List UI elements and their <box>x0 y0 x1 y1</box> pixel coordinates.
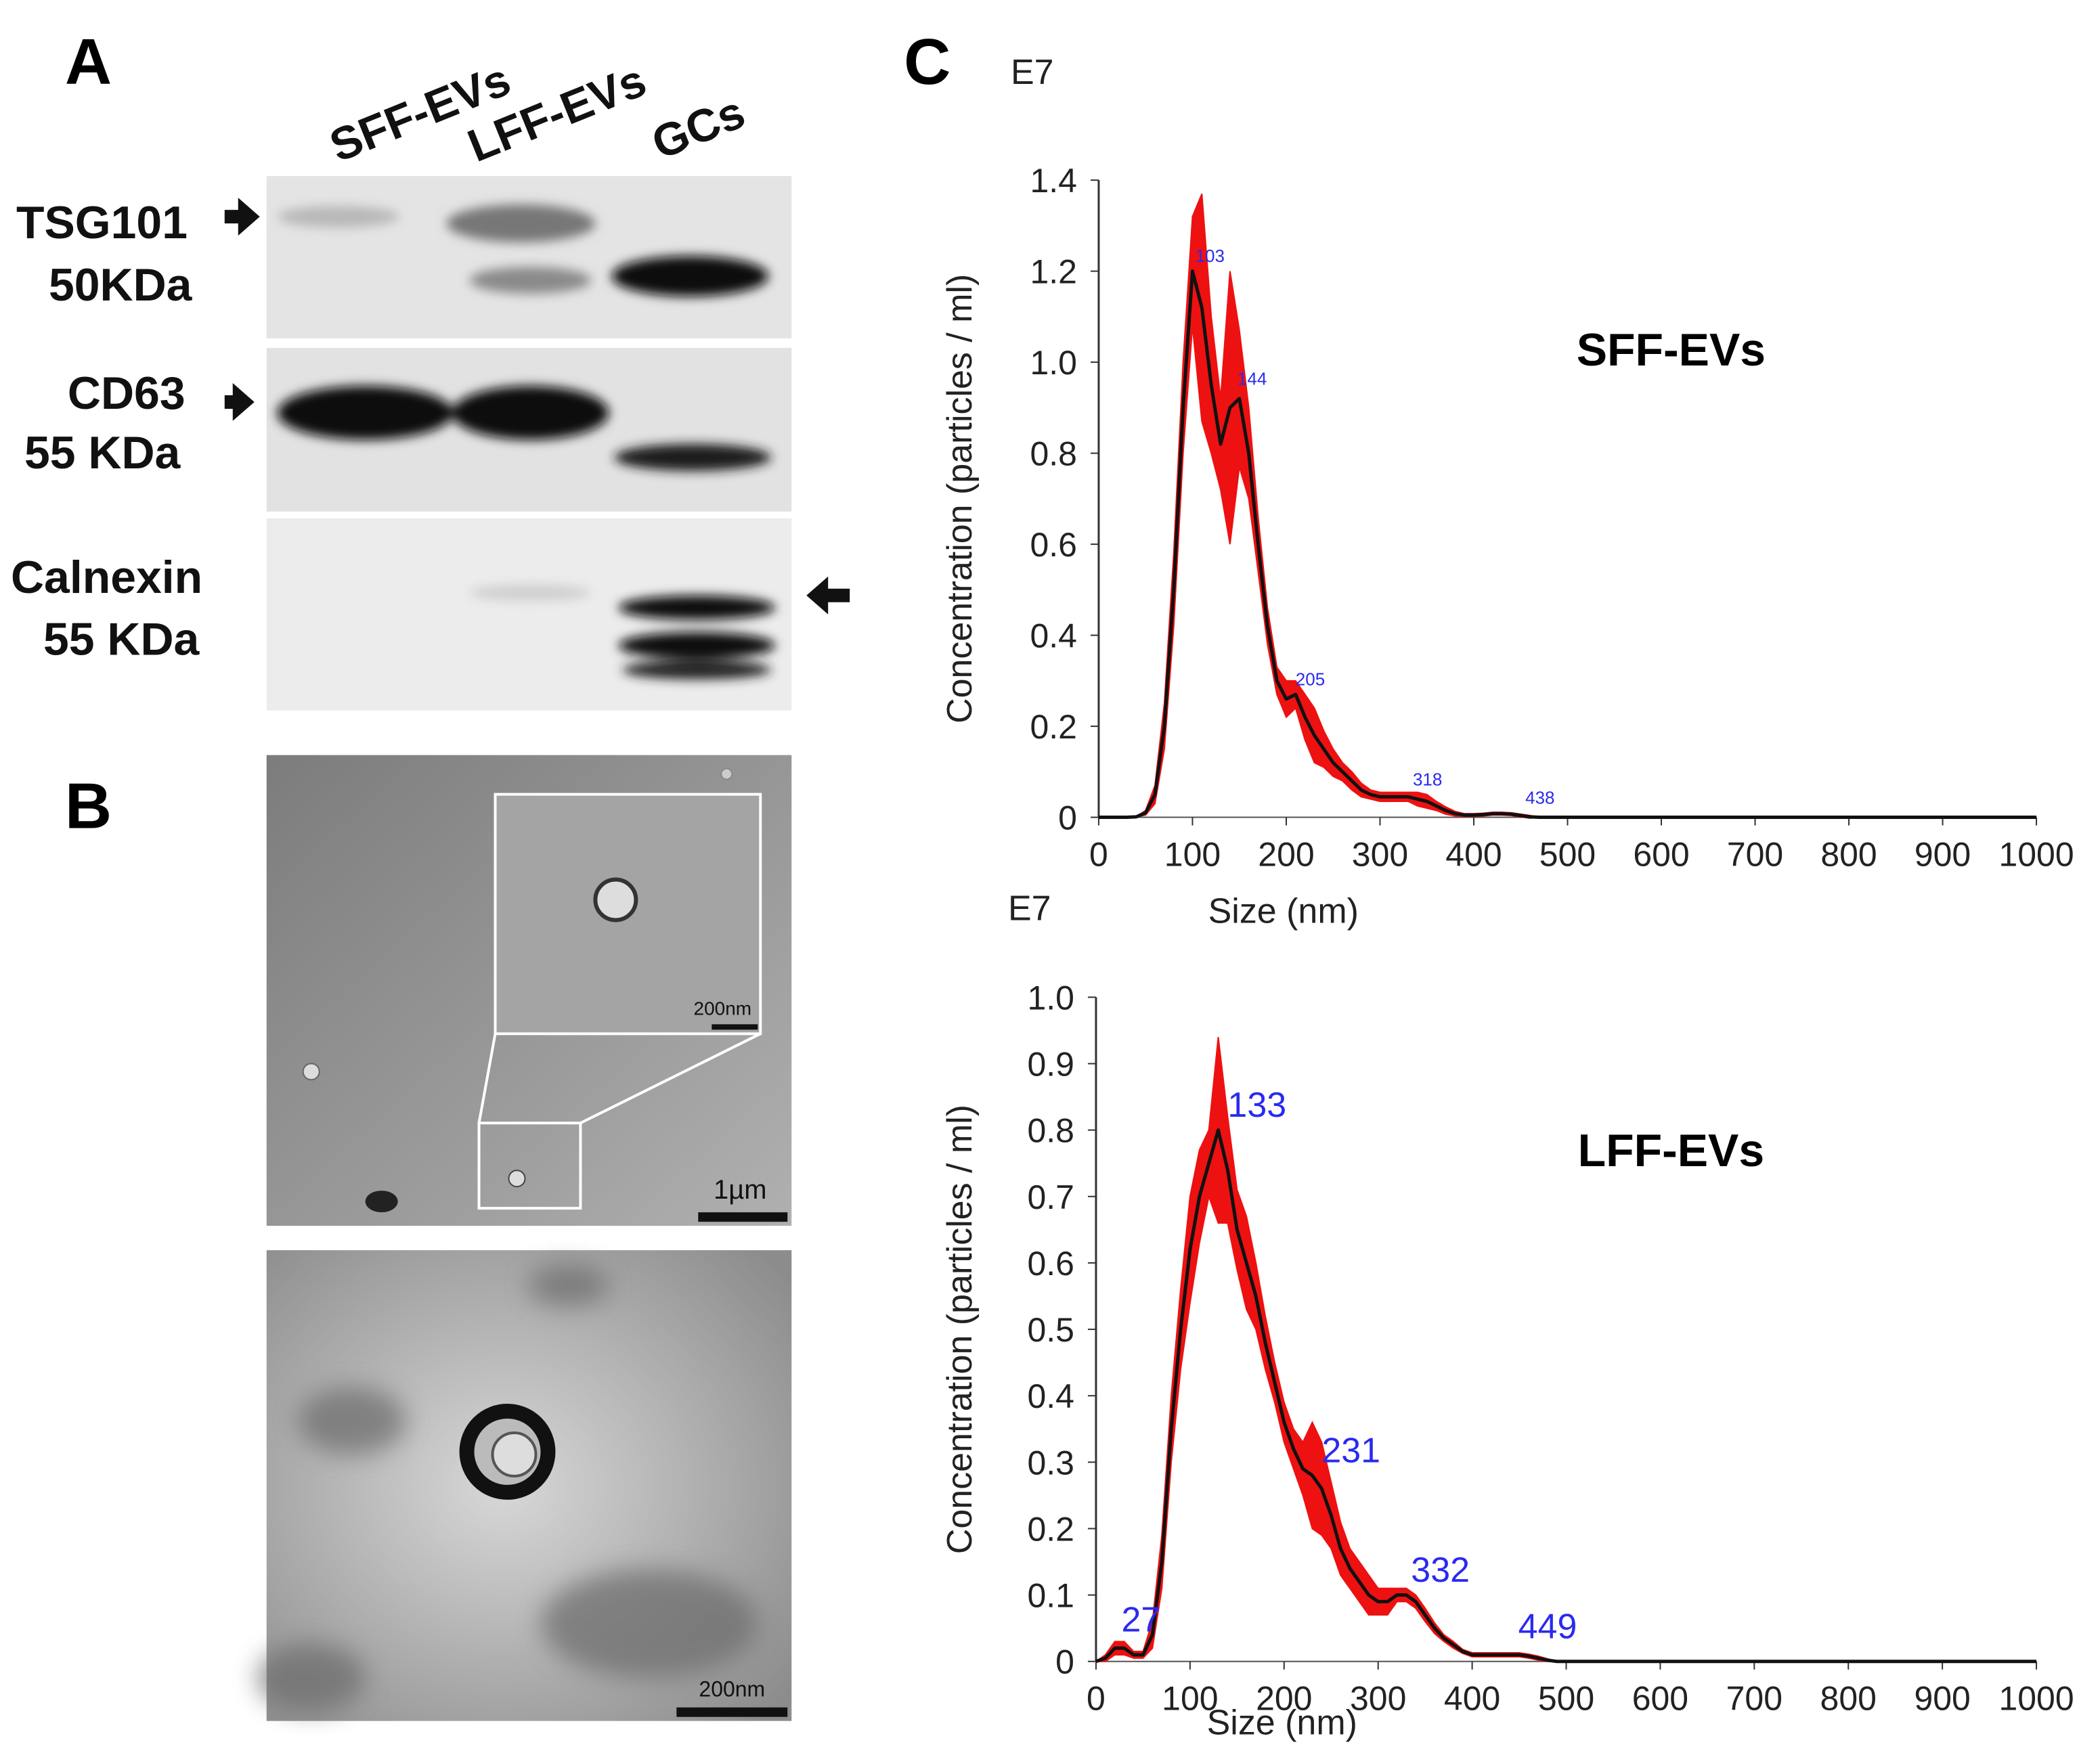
panel-label: C <box>904 26 950 98</box>
x-tick-label: 300 <box>1352 836 1408 874</box>
x-axis-label: Size (nm) <box>1207 1704 1357 1743</box>
x-tick-label: 700 <box>1727 836 1783 874</box>
marker-name: Calnexin <box>11 552 202 603</box>
peak-label: 318 <box>1413 769 1442 789</box>
x-tick-label: 800 <box>1820 1680 1877 1718</box>
error-band <box>1098 193 2037 819</box>
peak-label: 103 <box>1196 246 1225 266</box>
x-tick-label: 600 <box>1632 1680 1688 1718</box>
y-tick-label: 0.7 <box>1028 1178 1074 1216</box>
peak-label: 231 <box>1321 1431 1380 1470</box>
x-axis-label: Size (nm) <box>1208 891 1359 931</box>
y-tick-label: 0.6 <box>1030 526 1077 564</box>
unit-label: E7 <box>1008 889 1051 928</box>
x-tick-label: 600 <box>1633 836 1689 874</box>
scale-bar-label: 200nm <box>694 998 752 1019</box>
marker-name: CD63 <box>68 368 185 419</box>
x-tick-label: 800 <box>1820 836 1877 874</box>
chart-title: SFF-EVs <box>1577 324 1766 376</box>
peak-label: 133 <box>1227 1086 1286 1125</box>
y-tick-label: 1.2 <box>1030 253 1077 291</box>
x-tick-label: 400 <box>1445 836 1502 874</box>
x-tick-label: 100 <box>1164 836 1221 874</box>
peak-label: 438 <box>1525 787 1554 807</box>
peak-label: 205 <box>1296 669 1325 690</box>
x-tick-label: 700 <box>1726 1680 1782 1718</box>
peak-label: 449 <box>1518 1607 1577 1646</box>
x-tick-label: 0 <box>1087 1680 1106 1718</box>
x-tick-label: 200 <box>1256 1680 1312 1718</box>
x-tick-label: 0 <box>1089 836 1108 874</box>
y-tick-label: 0 <box>1058 799 1077 837</box>
peak-label: 332 <box>1411 1551 1470 1590</box>
y-tick-label: 0.5 <box>1028 1311 1074 1349</box>
y-tick-label: 0.1 <box>1028 1577 1074 1615</box>
x-tick-label: 1000 <box>1998 1680 2074 1718</box>
y-tick-label: 0.2 <box>1028 1510 1074 1548</box>
panel-label: A <box>65 26 112 98</box>
y-axis-label: Concentration (particles / ml) <box>940 1105 980 1554</box>
marker-size: 50KDa <box>49 259 193 311</box>
chart-title: LFF-EVs <box>1578 1125 1765 1176</box>
y-tick-label: 1.4 <box>1030 162 1077 200</box>
y-tick-label: 0.4 <box>1030 617 1077 655</box>
x-tick-label: 200 <box>1258 836 1314 874</box>
marker-size: 55 KDa <box>43 614 200 665</box>
blot-strips <box>266 176 792 711</box>
marker-size: 55 KDa <box>24 427 181 479</box>
x-tick-label: 900 <box>1914 1680 1970 1718</box>
unit-label: E7 <box>1011 53 1054 92</box>
panel-label: B <box>65 770 112 843</box>
x-tick-label: 100 <box>1162 1680 1218 1718</box>
y-tick-label: 0.6 <box>1028 1245 1074 1283</box>
error-band <box>1093 1037 2037 1662</box>
y-axis-label: Concentration (particles / ml) <box>940 274 980 724</box>
y-tick-label: 0.8 <box>1030 435 1077 473</box>
scale-bar-label: 200nm <box>699 1677 765 1702</box>
y-tick-label: 0 <box>1055 1643 1074 1681</box>
x-tick-label: 1000 <box>1998 836 2074 874</box>
y-tick-label: 1.0 <box>1028 979 1074 1017</box>
y-tick-label: 0.8 <box>1028 1112 1074 1150</box>
y-tick-label: 0.2 <box>1030 708 1077 746</box>
y-tick-label: 0.3 <box>1028 1444 1074 1482</box>
x-tick-label: 500 <box>1538 1680 1594 1718</box>
line <box>1098 269 2037 820</box>
tem-overview <box>266 755 792 1226</box>
x-tick-label: 900 <box>1915 836 1971 874</box>
y-tick-label: 1.0 <box>1030 344 1077 382</box>
x-tick-label: 300 <box>1350 1680 1406 1718</box>
scale-bar-label: 1µm <box>714 1175 767 1205</box>
x-tick-label: 500 <box>1539 836 1596 874</box>
marker-name: TSG101 <box>16 197 188 248</box>
line <box>1095 1128 2037 1664</box>
peak-label: 27 <box>1121 1601 1160 1640</box>
peak-label: 144 <box>1238 369 1267 389</box>
lane-label: GCs <box>645 86 752 169</box>
y-tick-label: 0.4 <box>1028 1377 1074 1415</box>
tem-closeup <box>257 1250 792 1721</box>
x-tick-label: 400 <box>1444 1680 1500 1718</box>
y-tick-label: 0.9 <box>1028 1046 1074 1084</box>
